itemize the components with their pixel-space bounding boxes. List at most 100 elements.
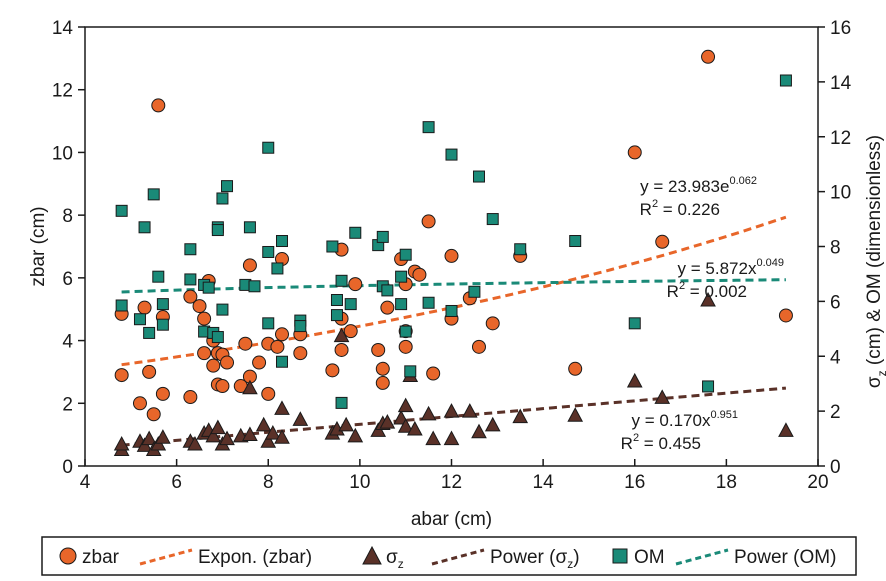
square-point: [779, 74, 792, 87]
x-tick-label: 18: [716, 472, 737, 493]
triangle-point: [292, 411, 309, 426]
square-point: [422, 296, 435, 309]
triangle-point: [420, 405, 437, 421]
square-point: [399, 248, 412, 261]
triangle-point: [141, 430, 157, 446]
triangle-point: [155, 429, 171, 444]
x-tick-label: 6: [171, 472, 182, 493]
circle-point: [375, 375, 390, 390]
circle-point: [137, 300, 152, 315]
square-point: [211, 331, 224, 344]
svg-text:σz: σz: [386, 547, 404, 571]
trendline-power-z-: [121, 386, 787, 447]
circle-point: [192, 299, 207, 314]
legend-item: Power (σz): [431, 547, 580, 571]
triangle-point: [274, 429, 290, 444]
square-point: [335, 274, 348, 287]
legend-box: [41, 536, 857, 576]
circle-point: [197, 311, 212, 326]
triangle-point: [567, 407, 584, 422]
square-point: [221, 180, 234, 193]
circle-point: [568, 361, 583, 376]
svg-text:y = 5.872x0.049: y = 5.872x0.049: [678, 257, 784, 278]
svg-text:Power (σz): Power (σz): [490, 547, 580, 571]
legend-item: Power (OM): [675, 547, 836, 568]
triangle-point: [397, 397, 414, 413]
square-point: [243, 221, 256, 234]
circle-point: [485, 316, 500, 331]
triangle-point: [484, 416, 501, 432]
y-right-axis-label: σz (cm) & OM (dimensionless): [864, 135, 886, 388]
circle-point: [206, 358, 221, 373]
legend-item: Expon. (zbar): [139, 547, 312, 568]
square-point: [152, 270, 165, 283]
y-left-tick-label: 10: [52, 143, 73, 164]
square-point: [184, 243, 197, 256]
square-point: [702, 380, 715, 393]
square-point: [211, 224, 224, 237]
y-right-tick-label: 2: [830, 402, 841, 423]
circle-point: [183, 390, 198, 405]
triangle-point: [187, 435, 203, 451]
circle-point: [325, 363, 340, 378]
circle-point: [334, 342, 349, 357]
circle-point: [421, 214, 436, 229]
circle-point: [274, 327, 289, 342]
circle-point: [398, 339, 413, 354]
square-point: [275, 235, 288, 248]
legend-item: zbar: [59, 547, 120, 568]
square-point: [569, 235, 582, 248]
triangle-point: [654, 389, 671, 404]
square-point: [133, 313, 146, 326]
y-left-axis-label: zbar (cm): [28, 206, 49, 286]
triangle-point: [338, 416, 354, 432]
x-axis-label: abar (cm): [411, 509, 492, 530]
trendlines: [121, 215, 787, 447]
legend-item: σz: [362, 545, 404, 571]
x-tick-label: 4: [80, 472, 91, 493]
triangle-point: [443, 430, 460, 446]
square-point: [330, 309, 343, 322]
square-point: [468, 285, 481, 298]
triangle-point: [210, 419, 226, 435]
trendline-power-om-: [121, 278, 786, 294]
square-point: [395, 270, 408, 283]
square-point: [472, 170, 485, 183]
square-point: [184, 273, 197, 286]
circle-point: [252, 355, 267, 370]
square-point: [326, 240, 339, 253]
square-point: [202, 281, 215, 294]
svg-text:y = 23.983e0.062: y = 23.983e0.062: [640, 175, 757, 196]
x-tick-label: 14: [533, 472, 555, 493]
triangle-point: [264, 425, 281, 440]
y-right-tick-label: 10: [830, 183, 851, 204]
square-point: [275, 355, 288, 368]
triangle-point: [461, 403, 478, 418]
square-point: [445, 304, 458, 317]
triangle-point: [347, 427, 364, 443]
circle-point: [270, 339, 285, 354]
circle-point: [146, 407, 161, 422]
square-point: [156, 298, 169, 311]
square-point: [376, 230, 389, 243]
circle-point: [142, 364, 157, 379]
circle-point: [412, 267, 427, 282]
data-points: [113, 49, 794, 457]
y-right-tick-label: 0: [830, 457, 841, 478]
square-point: [399, 325, 412, 338]
y-right-tick-label: 12: [830, 128, 851, 149]
y-right-tick-label: 14: [830, 73, 852, 94]
triangle-point: [397, 418, 414, 433]
y-right-tick-label: 16: [830, 18, 851, 39]
circle-point: [183, 289, 198, 304]
circle-point: [444, 248, 459, 263]
circle-point: [151, 98, 166, 113]
legend: zbar Expon. (zbar) σz Power (σz) OM Power (OM…: [41, 536, 857, 576]
triangle-point: [242, 426, 258, 441]
y-right-tick-label: 6: [830, 292, 841, 313]
svg-text:R2 = 0.455: R2 = 0.455: [621, 432, 701, 453]
